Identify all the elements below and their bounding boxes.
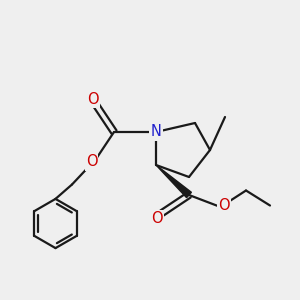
Text: O: O — [86, 154, 97, 169]
Text: O: O — [151, 211, 162, 226]
Polygon shape — [156, 165, 191, 198]
Text: O: O — [218, 198, 230, 213]
Text: O: O — [87, 92, 99, 106]
Text: N: N — [151, 124, 161, 140]
